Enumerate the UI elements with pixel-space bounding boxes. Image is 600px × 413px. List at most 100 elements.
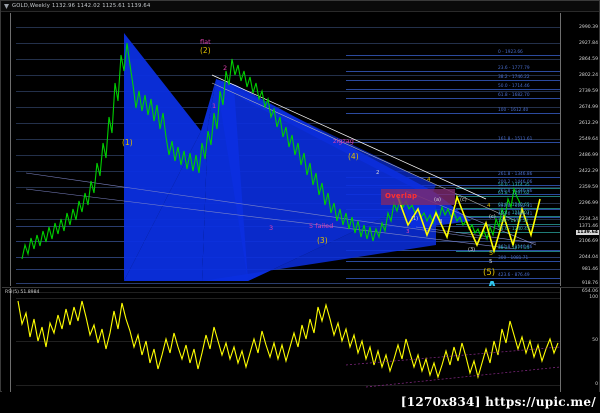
wave-label: (1) [411, 216, 419, 222]
indicator-axis-left [10, 288, 11, 392]
footer-text: [1270x834] https://upic.me/ [401, 395, 596, 410]
blue-fib-label: 261.8 - 1346.86 [498, 189, 533, 194]
price-tick-label: 2927.84 [579, 41, 598, 46]
wave-label: 2 [376, 169, 380, 176]
wave-label: 2 [223, 63, 228, 72]
chevron-down-icon[interactable] [4, 4, 9, 9]
teal-fib-label: 76.4 - 1215.07 [498, 211, 530, 216]
teal-fib-line [456, 224, 560, 225]
price-pane[interactable]: Overlap (1) flat (2) 2 1 3 5 failed (3) zigzag (4… [2, 13, 599, 286]
wave-label: 3 [269, 223, 274, 232]
gridline [16, 27, 560, 28]
wave-label: 5 failed [309, 221, 334, 230]
blue-fib-label: 423.6 - 876.49 [498, 273, 530, 278]
price-tick-label: 2549.64 [579, 137, 598, 142]
chart-titlebar: GOLD,Weekly 1132.96 1142.02 1125.61 1139… [1, 1, 599, 12]
price-tick-label: 2296.99 [579, 201, 598, 206]
chart-title: GOLD,Weekly 1132.96 1142.02 1125.61 1139… [12, 3, 151, 9]
price-plot-area[interactable]: Overlap (1) flat (2) 2 1 3 5 failed (3) zigzag (4… [16, 13, 560, 286]
wave-label: A [487, 281, 497, 286]
gridline [16, 59, 560, 60]
wave-label: flat [200, 37, 211, 46]
price-tick-label: 2864.59 [579, 57, 598, 62]
blue-fib-line [346, 177, 560, 178]
teal-fib-line [456, 232, 560, 233]
indicator-tick-label: 0 [595, 382, 598, 387]
indicator-plot-area[interactable] [16, 289, 560, 392]
price-tick-label: 2802.24 [579, 73, 598, 78]
teal-fib-label: 61.8 - 1297.62 [498, 191, 530, 196]
wave-label: (1) [122, 137, 133, 147]
wave-label: (5) [483, 267, 496, 278]
current-price-label: 1139.64 [576, 230, 599, 235]
price-tick-label: 2106.69 [579, 239, 598, 244]
indicator-pane[interactable]: RSI(5) 51.8984 654.06 100 50 0 [2, 287, 599, 392]
price-axis-right[interactable]: 2990.39 2927.84 2864.59 2802.24 2739.59 2674.… [560, 13, 599, 286]
wave-label: 4 [487, 202, 491, 209]
blue-fib-label: 300 - 1081.71 [498, 256, 529, 261]
gridline [16, 283, 560, 284]
overlap-label: Overlap [385, 192, 418, 200]
gridline [16, 91, 560, 92]
indicator-gridline [16, 292, 560, 293]
blue-fib-label: 38.2 - 1746.22 [498, 75, 530, 80]
price-tick-label: 1371.46 [579, 224, 598, 229]
wave-label: (c) [460, 197, 467, 203]
price-tick-label: 2674.99 [579, 105, 598, 110]
price-tick-label: 2990.39 [579, 25, 598, 30]
indicator-axis-right[interactable]: 654.06 100 50 0 [560, 288, 600, 392]
blue-fib-label: 61.8 - 1682.70 [498, 93, 530, 98]
gridline [16, 107, 560, 108]
teal-fib-label: 50.0 - 1314.35 [498, 183, 530, 188]
blue-fib-line [346, 278, 560, 279]
teal-fib-line [456, 216, 560, 217]
wave-label: 3 [439, 218, 443, 225]
wave-label: (3) [468, 247, 476, 253]
blue-fib-label: 361.8 - 1182.11 [498, 204, 533, 209]
price-tick-label: 2486.99 [579, 153, 598, 158]
blue-fib-line [346, 80, 560, 81]
teal-fib-line [456, 208, 560, 209]
indicator-gridline [16, 385, 560, 386]
elliott-wave-path [396, 194, 541, 254]
blue-fib-line [346, 261, 560, 262]
price-axis-left [10, 13, 11, 286]
price-tick-label: 981.46 [581, 267, 598, 272]
wave-label: zigzag [333, 136, 354, 145]
blue-fib-line [346, 89, 560, 90]
blue-fib-label: 23.6 - 1777.79 [498, 66, 530, 71]
price-tick-label: 2044.04 [579, 255, 598, 260]
indicator-gridline [16, 298, 560, 299]
wave-label: 5 [489, 248, 494, 257]
teal-fib-label: 38.2 - 1077.25 [498, 246, 530, 251]
indicator-tick-label: 50 [592, 338, 598, 343]
indicator-gridline [16, 341, 560, 342]
price-tick-label: 2234.34 [579, 217, 598, 222]
indicator-tick-label: 100 [589, 295, 598, 300]
price-tick-label: 2612.29 [579, 121, 598, 126]
wave-label: 4 [427, 176, 431, 183]
price-tick-label: 2359.59 [579, 185, 598, 190]
footer-watermark: [1270x834] https://upic.me/ [0, 392, 600, 413]
wave-label: (a) [434, 197, 441, 203]
wave-label: 1 [212, 101, 217, 110]
blue-fib-label: 161.8 - 1511.61 [498, 137, 533, 142]
blue-fib-label: 423.6 - 1080.41 [498, 212, 533, 217]
teal-fib-line [456, 196, 560, 197]
blue-fib-line [346, 185, 560, 186]
gridline [16, 269, 560, 270]
teal-fib-line [456, 251, 560, 252]
blue-fib-line [346, 142, 560, 143]
blue-fib-line [346, 55, 560, 56]
wave-label: (3) [317, 235, 328, 245]
footer-url: https://upic.me/ [485, 395, 596, 409]
price-tick-label: 918.76 [581, 281, 598, 286]
blue-fib-label: 100 - 1612.40 [498, 108, 529, 113]
teal-fib-line [456, 188, 560, 189]
indicator-title: RSI(5) 51.8984 [5, 290, 40, 295]
teal-fib-label: 100 - 1179.50 [498, 219, 529, 224]
blue-fib-label: 261.8 - 1346.86 [498, 172, 533, 177]
blue-fib-line [346, 98, 560, 99]
overlap-highlight-box [381, 189, 455, 205]
